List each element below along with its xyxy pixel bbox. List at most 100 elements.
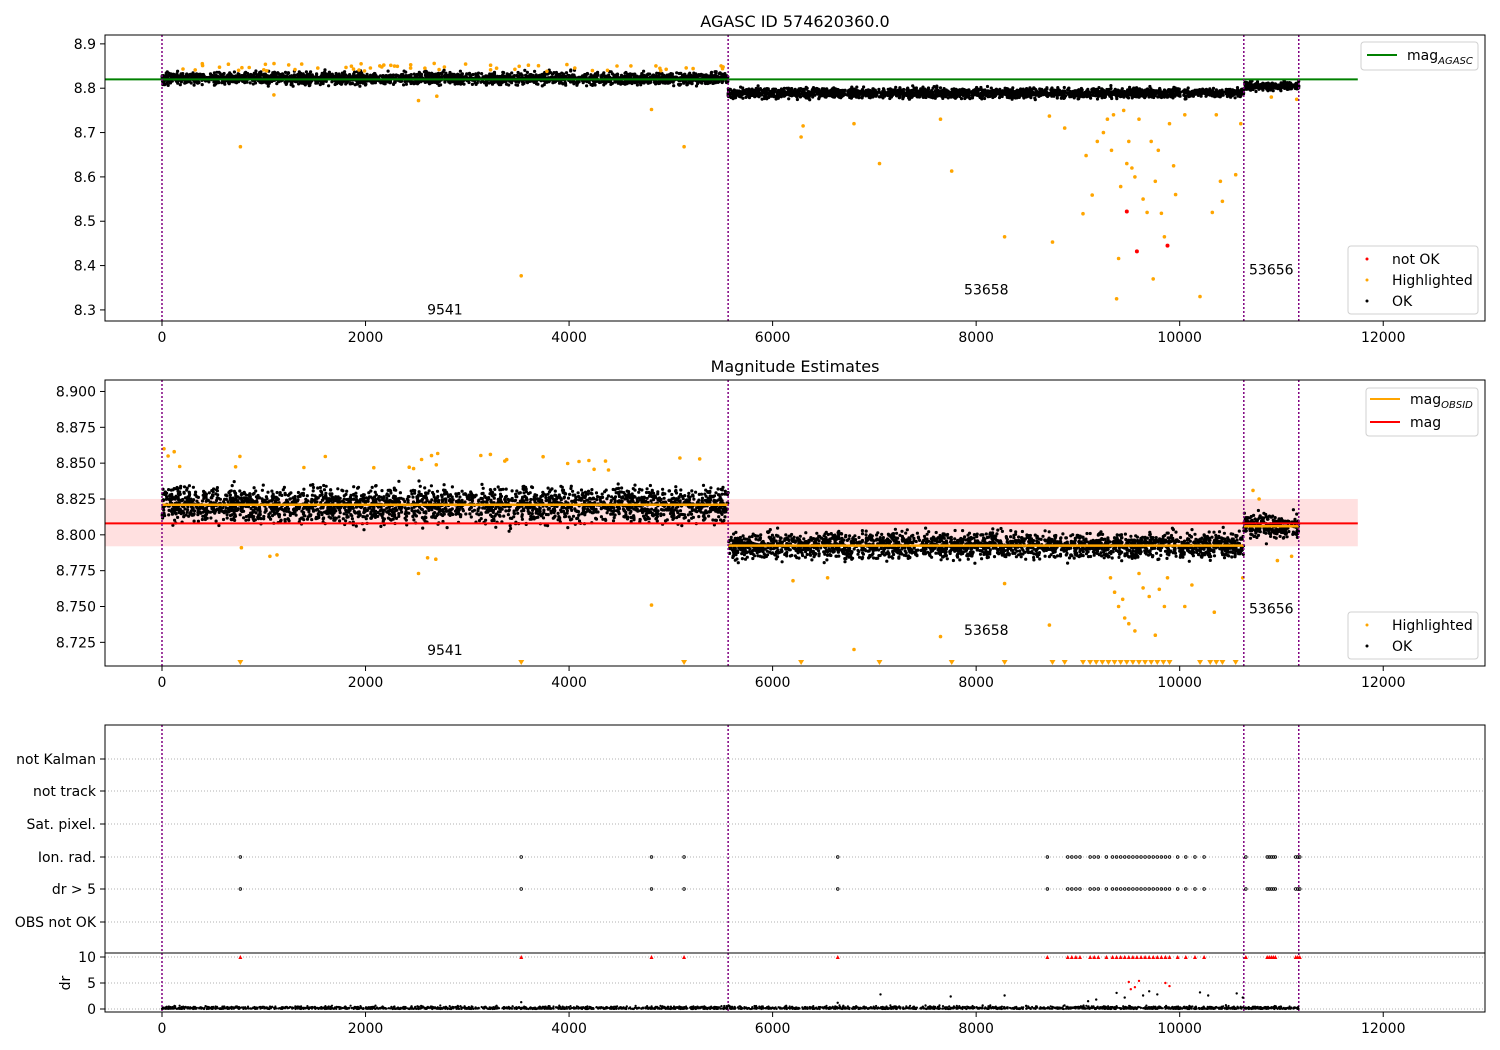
ok-point [943,90,947,94]
ok-point [429,80,433,84]
ok-point [462,82,466,86]
ok-point [353,83,357,87]
ok-point [1038,90,1042,94]
ok-point [1087,90,1091,94]
ok-point [732,91,737,95]
ok-point [304,70,308,74]
ok-point [852,88,856,92]
ok-point [1108,94,1112,98]
ok-point [1187,95,1191,99]
ok-point [1066,92,1070,96]
ok-point [1182,93,1186,97]
ok-point [594,75,599,79]
ok-point [810,90,814,94]
ok-point [986,92,991,96]
ok-point [251,82,255,86]
ok-point [200,83,204,87]
ok-point [230,74,234,78]
ok-point [655,71,659,75]
ok-point [1017,92,1022,96]
ok-point [363,83,367,87]
ok-point [215,70,219,74]
ok-point [1011,95,1016,99]
ok-point [870,91,874,95]
ok-point [816,92,820,96]
ok-point [771,93,776,97]
ok-point [287,71,291,75]
ok-point [321,73,325,77]
ok-point [554,70,559,75]
ok-point [585,80,589,84]
ok-point [1077,97,1081,101]
ok-point [1254,89,1258,94]
ok-point [939,91,944,95]
ok-point [1138,90,1143,94]
ok-point [591,82,596,86]
ok-point [564,83,568,87]
ok-point [748,94,752,98]
ok-point [471,72,475,77]
ok-point [1011,90,1015,95]
ok-point [946,90,950,94]
ok-point [672,84,676,88]
ok-point [764,95,769,99]
ok-point [979,85,983,90]
ok-point [751,92,755,97]
ok-point [1213,95,1217,99]
ok-point [970,96,975,100]
ok-point [279,72,283,77]
ok-point [825,87,829,91]
ok-point [1000,94,1004,99]
ok-point [1123,91,1127,96]
ok-point [632,72,636,76]
ok-point [511,75,515,79]
ok-point [916,91,920,95]
ok-point [938,86,943,90]
ok-point [704,81,708,85]
ok-point [857,93,861,98]
ok-point [839,92,843,96]
ok-point [1163,92,1167,96]
ok-point [222,71,226,76]
ok-point [991,92,995,96]
ok-point [962,93,967,97]
ok-point [861,92,865,96]
ok-point [1097,94,1102,98]
ok-point [1201,88,1206,92]
ok-point [315,72,319,76]
ok-point [873,92,877,96]
ok-point [563,80,567,85]
ok-point [897,96,901,100]
ok-point [459,82,463,86]
ok-point [756,89,760,93]
ok-point [657,81,661,86]
ok-point [371,72,376,77]
ok-point [386,69,390,73]
ok-point [855,85,859,89]
ok-point [1060,90,1064,94]
ok-point [958,94,962,99]
ok-point [935,91,939,95]
ok-point [176,69,180,73]
ok-point [529,73,533,77]
ok-point [764,92,768,96]
ok-point [669,72,673,76]
ok-point [811,86,816,90]
ok-point [1132,86,1136,90]
ok-point [730,95,734,99]
ok-point [645,73,649,77]
ok-point [806,96,810,100]
ok-point [873,88,877,92]
ok-point [1207,90,1211,94]
ok-point [602,83,606,87]
ok-point [1128,85,1132,89]
ok-point [629,74,633,78]
ok-point [1085,95,1089,99]
ok-point [694,84,699,88]
ok-point [1204,94,1208,98]
ok-point [510,81,514,85]
ok-point [1214,92,1218,96]
ok-point [805,86,809,90]
ok-point [639,83,643,87]
